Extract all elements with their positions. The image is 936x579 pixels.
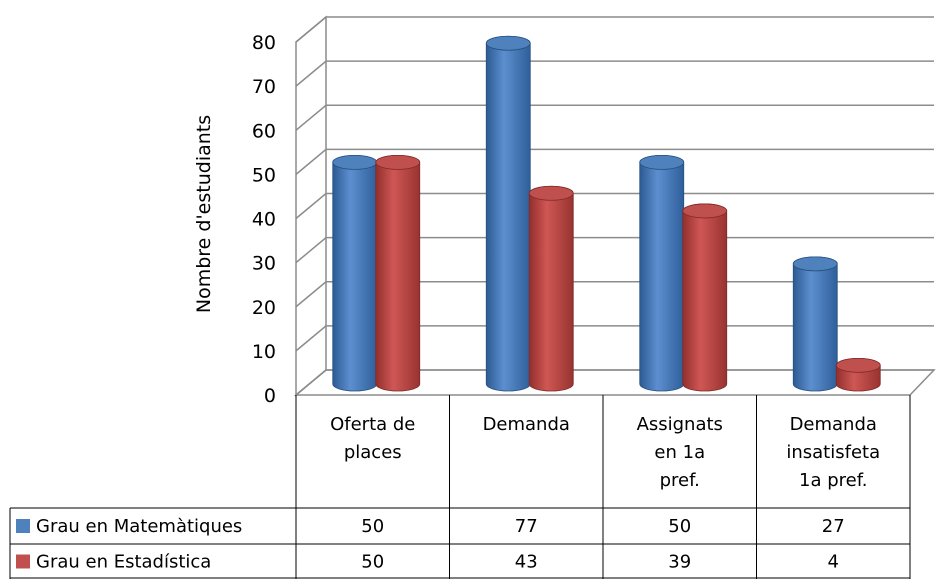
gridline [295, 369, 934, 396]
chart-walls [293, 15, 936, 397]
y-tick-label: 0 [264, 385, 276, 407]
data-label: 50 [361, 552, 384, 573]
gridline [295, 104, 934, 131]
data-label: 27 [822, 516, 845, 537]
y-tick-label: 20 [252, 297, 276, 319]
bar [792, 256, 838, 392]
bar-top [792, 256, 838, 272]
bar [332, 154, 378, 392]
y-axis-label: Nombre d'estudiants [193, 115, 215, 313]
bar [639, 154, 685, 392]
y-tick-label: 80 [252, 32, 276, 54]
bar-top [485, 35, 531, 51]
category-label: places [344, 442, 402, 463]
category-label: Demanda [790, 414, 877, 435]
data-table: Oferta de places Demanda Assignats en 1a pref… [9, 395, 911, 579]
legend-key [16, 554, 30, 569]
y-tick-label: 10 [252, 341, 276, 363]
series-name: Grau en Matemàtiques [36, 516, 242, 537]
bar-top [332, 154, 378, 170]
gridline [295, 281, 934, 308]
category-label: Assignats [637, 414, 723, 435]
data-label: 77 [515, 516, 538, 537]
gridline [295, 148, 934, 175]
category-label: Oferta de [330, 414, 415, 435]
y-axis-ticks: 0 10 20 30 40 50 60 70 80 [252, 32, 276, 407]
gridline [295, 236, 934, 264]
bars [332, 35, 881, 392]
y-tick-label: 40 [252, 209, 276, 231]
category-label: en 1a [654, 442, 705, 463]
bar [485, 35, 531, 392]
series-name: Grau en Estadística [36, 552, 211, 573]
data-label: 50 [668, 516, 691, 537]
y-tick-label: 30 [252, 253, 276, 275]
bar-top [375, 154, 421, 170]
bar-top [639, 154, 685, 170]
bar-top [835, 357, 881, 373]
y-tick-label: 60 [252, 120, 276, 142]
category-label: insatisfeta [786, 442, 880, 463]
gridline [295, 192, 934, 220]
data-label: 4 [828, 552, 839, 573]
bar-top [528, 185, 574, 201]
category-label: 1a pref. [799, 470, 867, 491]
bar [682, 203, 728, 392]
category-label: Demanda [483, 414, 570, 435]
bar [375, 154, 421, 392]
data-label: 43 [515, 552, 538, 573]
bar-top [682, 203, 728, 219]
gridline [295, 16, 934, 43]
data-label: 39 [668, 552, 691, 573]
gridline [295, 60, 934, 87]
gridline [295, 325, 934, 352]
bar [528, 185, 574, 392]
y-tick-label: 70 [252, 76, 276, 98]
category-label: pref. [660, 470, 700, 491]
y-tick-label: 50 [252, 164, 276, 186]
data-label: 50 [361, 516, 384, 537]
legend-key [16, 519, 30, 533]
